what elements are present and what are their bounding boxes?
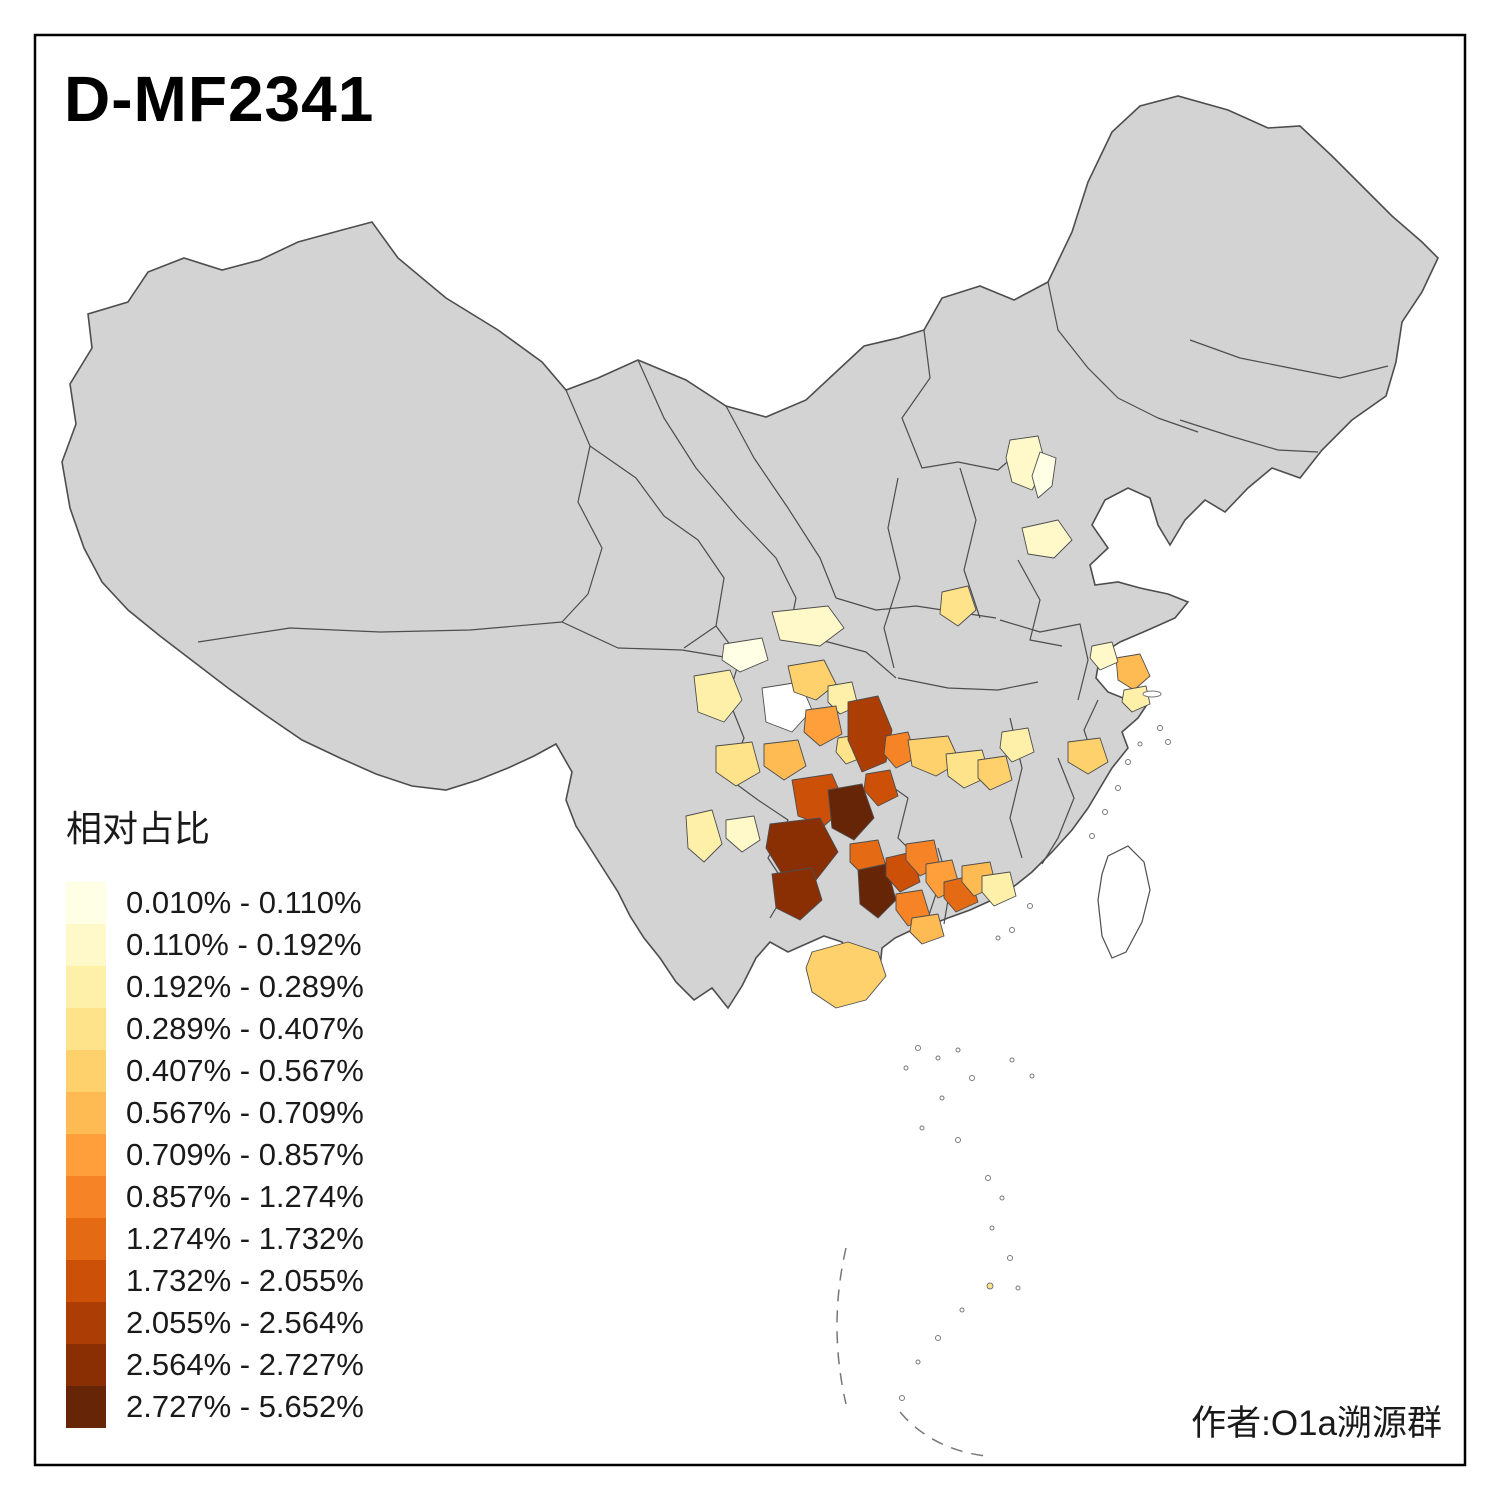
- legend-item: 0.192% - 0.289%: [66, 966, 364, 1008]
- prefecture-region: [805, 941, 887, 1009]
- legend-label: 0.289% - 0.407%: [126, 1011, 364, 1046]
- legend-title: 相对占比: [66, 808, 211, 849]
- china-mainland: [61, 95, 1439, 1010]
- prefecture-region: [981, 871, 1017, 907]
- legend-swatch: [66, 1218, 106, 1260]
- prefecture-region: [863, 769, 899, 807]
- prefecture-region: [685, 809, 723, 863]
- legend-swatch: [66, 1176, 106, 1218]
- prefecture-region: [1115, 653, 1151, 691]
- prefecture-region: [939, 585, 977, 627]
- legend-swatch: [66, 1302, 106, 1344]
- small-islands: [899, 690, 1171, 1401]
- legend-swatch: [66, 1008, 106, 1050]
- map-title: D-MF2341: [64, 63, 375, 135]
- legend-item: 0.010% - 0.110%: [66, 882, 364, 924]
- legend-item: 0.709% - 0.857%: [66, 1134, 364, 1176]
- prefecture-region: [1121, 685, 1151, 713]
- legend: 相对占比 0.010% - 0.110% 0.110% - 0.192% 0.1…: [66, 800, 364, 1428]
- prefecture-region: [693, 669, 743, 723]
- prefecture-region: [977, 755, 1013, 791]
- legend-label: 0.709% - 0.857%: [126, 1137, 364, 1172]
- legend-swatch: [66, 882, 106, 924]
- legend-label: 0.010% - 0.110%: [126, 885, 362, 920]
- prefecture-region: [999, 727, 1035, 763]
- legend-item: 0.407% - 0.567%: [66, 1050, 364, 1092]
- legend-item: 0.289% - 0.407%: [66, 1008, 364, 1050]
- prefecture-region: [1089, 641, 1119, 671]
- prefecture-region: [725, 815, 761, 853]
- legend-label: 0.110% - 0.192%: [126, 927, 362, 962]
- legend-swatch: [66, 1050, 106, 1092]
- prefecture-region: [771, 605, 845, 647]
- legend-label: 2.564% - 2.727%: [126, 1347, 364, 1382]
- prefecture-region: [715, 741, 761, 787]
- legend-swatch: [66, 1134, 106, 1176]
- plot-frame: [33, 33, 1467, 1467]
- legend-swatch: [66, 924, 106, 966]
- prefecture-region: [803, 705, 843, 747]
- taiwan-island: [1097, 845, 1151, 959]
- legend-item: 2.727% - 5.652%: [66, 1386, 364, 1428]
- legend-item: 1.732% - 2.055%: [66, 1260, 364, 1302]
- prefecture-region: [827, 783, 875, 841]
- legend-item: 0.567% - 0.709%: [66, 1092, 364, 1134]
- legend-item: 1.274% - 1.732%: [66, 1218, 364, 1260]
- legend-label: 2.055% - 2.564%: [126, 1305, 364, 1340]
- legend-swatch: [66, 1386, 106, 1428]
- legend-label: 1.732% - 2.055%: [126, 1263, 364, 1298]
- legend-item: 2.055% - 2.564%: [66, 1302, 364, 1344]
- prefecture-region: [847, 695, 893, 773]
- legend-item: 0.110% - 0.192%: [66, 924, 364, 966]
- prefecture-region: [721, 637, 769, 673]
- legend-label: 2.727% - 5.652%: [126, 1389, 364, 1424]
- prefecture-region: [787, 659, 837, 701]
- prefecture-region: [1067, 737, 1109, 775]
- legend-label: 0.567% - 0.709%: [126, 1095, 364, 1130]
- prefecture-regions: [685, 435, 1151, 1009]
- legend-label: 0.857% - 1.274%: [126, 1179, 364, 1214]
- legend-swatch: [66, 966, 106, 1008]
- sea-boundary-dashes: [836, 1247, 987, 1457]
- prefecture-region: [763, 739, 807, 781]
- prefecture-region: [771, 867, 823, 921]
- legend-label: 0.192% - 0.289%: [126, 969, 364, 1004]
- legend-label: 0.407% - 0.567%: [126, 1053, 364, 1088]
- legend-swatch: [66, 1092, 106, 1134]
- prefecture-region: [857, 863, 897, 919]
- legend-label: 1.274% - 1.732%: [126, 1221, 364, 1256]
- attribution: 作者:O1a溯源群: [1191, 1404, 1442, 1443]
- prefecture-region: [1021, 519, 1073, 559]
- prefecture-region: [909, 913, 945, 945]
- prefecture-region: [1031, 451, 1057, 499]
- legend-item: 2.564% - 2.727%: [66, 1344, 364, 1386]
- legend-swatch: [66, 1260, 106, 1302]
- legend-swatch: [66, 1344, 106, 1386]
- legend-item: 0.857% - 1.274%: [66, 1176, 364, 1218]
